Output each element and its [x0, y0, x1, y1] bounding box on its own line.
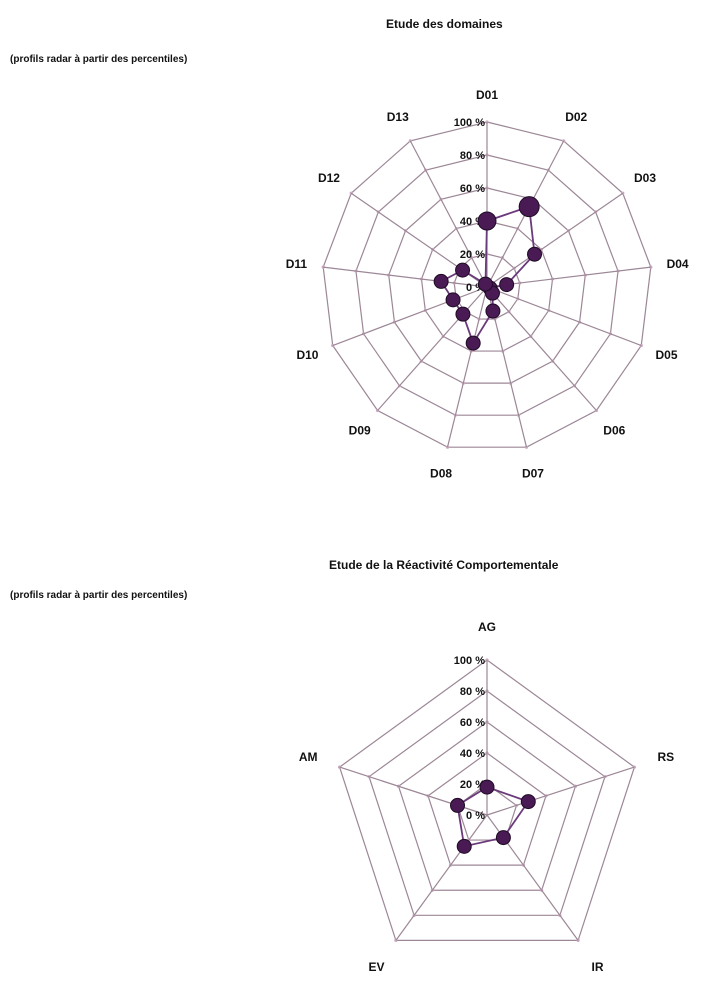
category-label-AG: AG [478, 620, 496, 634]
tick-label: 0 % [466, 810, 485, 822]
spoke-AM [339, 766, 488, 816]
grid-ring-80 [368, 690, 606, 916]
category-label-D01: D01 [476, 88, 498, 102]
data-point-D11 [433, 273, 449, 289]
category-label-EV: EV [368, 960, 384, 974]
data-point-AM [450, 797, 466, 813]
spoke-EV [395, 814, 488, 941]
data-point-D09 [455, 306, 471, 322]
tick-label: 100 % [454, 655, 485, 667]
category-label-D09: D09 [349, 424, 371, 438]
category-label-D10: D10 [296, 348, 318, 362]
data-point-EV [456, 838, 472, 854]
grid-ring-60 [397, 721, 577, 891]
category-label-D03: D03 [634, 171, 656, 185]
data-point-D13 [477, 276, 493, 292]
grid-ring-100 [322, 121, 652, 448]
category-label-RS: RS [657, 750, 674, 764]
grid-ring-80 [355, 154, 619, 416]
category-label-D11: D11 [286, 257, 308, 271]
spoke-D03 [486, 192, 624, 288]
category-label-D12: D12 [318, 171, 340, 185]
data-point-D04 [499, 277, 515, 293]
tick-label: 40 % [460, 748, 485, 760]
spoke-D06 [486, 286, 597, 411]
spoke-D05 [486, 286, 642, 347]
chart2-title: Etude de la Réactivité Comportementale [329, 558, 559, 572]
category-label-IR: IR [592, 960, 604, 974]
data-point-D12 [455, 262, 471, 278]
spoke-D04 [486, 266, 651, 288]
tick-label: 100 % [454, 117, 485, 129]
grid-ring-40 [427, 752, 547, 866]
spoke-D13 [409, 140, 488, 288]
spoke-D10 [332, 286, 488, 347]
category-label-D08: D08 [430, 466, 452, 480]
category-label-D07: D07 [522, 466, 544, 480]
tick-label: 20 % [460, 779, 485, 791]
data-point-RS [520, 794, 536, 810]
grid-vertex-dot [649, 265, 653, 269]
data-point-D01 [477, 211, 497, 231]
data-point-AG [479, 779, 495, 795]
spoke-D11 [323, 266, 488, 288]
spoke-RS [486, 766, 635, 816]
tick-label: 80 % [460, 150, 485, 162]
data-point-D07 [485, 303, 501, 319]
tick-label: 80 % [460, 686, 485, 698]
tick-label: 60 % [460, 717, 485, 729]
spoke-D08 [446, 286, 488, 448]
chart2-radar: 0 % 20 % 40 % 60 % 80 % 100 % AG RS IR EV AM [299, 620, 674, 974]
data-point-D08 [465, 335, 481, 351]
data-point-D03 [527, 246, 543, 262]
data-point-D02 [518, 196, 540, 218]
category-label-D13: D13 [387, 110, 409, 124]
data-point-D10 [445, 292, 461, 308]
data-point-IR [495, 830, 511, 846]
grid-ring-100 [338, 659, 636, 941]
category-label-D02: D02 [565, 110, 587, 124]
chart1-title: Etude des domaines [386, 17, 503, 31]
category-label-D06: D06 [603, 424, 625, 438]
chart2-subtitle: (profils radar à partir des percentiles) [10, 590, 188, 601]
category-label-D05: D05 [656, 348, 678, 362]
chart1-radar: 0 %20 %40 %60 %80 %100 %D01D02D03D04D05D… [286, 88, 689, 480]
spoke-D09 [377, 286, 488, 411]
tick-label: 60 % [460, 183, 485, 195]
category-label-D04: D04 [667, 257, 689, 271]
grid-ring-60 [388, 187, 586, 384]
category-label-AM: AM [299, 750, 318, 764]
tick-label: 20 % [460, 249, 485, 261]
chart1-subtitle: (profils radar à partir des percentiles) [10, 54, 188, 65]
grid-ring-40 [420, 220, 554, 352]
